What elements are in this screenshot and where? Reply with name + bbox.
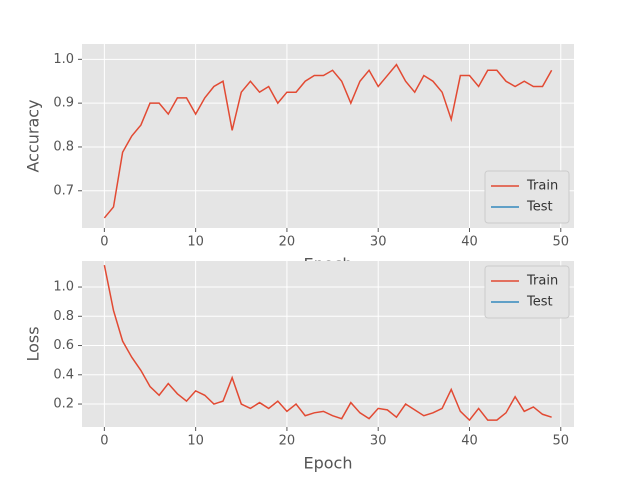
x-tick-label: 10 xyxy=(187,434,204,449)
legend-box xyxy=(484,265,570,319)
legend-label: Train xyxy=(526,179,558,194)
y-tick-label: 1.0 xyxy=(53,280,74,295)
x-tick-label: 50 xyxy=(552,434,569,449)
y-tick-label: 0.9 xyxy=(53,96,74,111)
x-tick-label: 20 xyxy=(279,434,296,449)
data-line xyxy=(103,264,552,422)
x-tick-label: 30 xyxy=(370,434,387,449)
legend: Train Test xyxy=(484,265,570,319)
legend-box xyxy=(484,170,570,224)
x-tick-label: 0 xyxy=(100,235,108,250)
y-tick-label: 0.7 xyxy=(53,183,74,198)
x-axis-label: Epoch xyxy=(304,454,353,473)
data-line xyxy=(103,63,553,219)
y-tick-label: 0.4 xyxy=(53,367,74,382)
y-axis-label: Accuracy xyxy=(24,99,43,172)
x-tick-label: 10 xyxy=(187,235,204,250)
x-tick-label: 0 xyxy=(100,434,108,449)
legend-label: Train xyxy=(526,274,558,289)
y-axis-label: Loss xyxy=(24,326,43,361)
x-tick-label: 30 xyxy=(370,235,387,250)
x-tick-label: 50 xyxy=(552,235,569,250)
x-tick-label: 40 xyxy=(461,434,478,449)
y-tick-label: 0.8 xyxy=(53,139,74,154)
legend-label: Test xyxy=(526,295,553,310)
legend-label: Test xyxy=(526,200,553,215)
x-tick-label: 40 xyxy=(461,235,478,250)
axes: 0.70.80.91.001020304050EpochAccuracyTrai… xyxy=(24,44,574,274)
y-tick-label: 0.6 xyxy=(53,338,74,353)
x-tick-label: 20 xyxy=(279,235,296,250)
y-tick-label: 0.8 xyxy=(53,309,74,324)
axes: 0.2 0.4 0.6 0.8 1.0 0 10 20 30 40 50 Epoch Loss Train… xyxy=(24,261,574,473)
legend: Train Test xyxy=(484,170,570,224)
y-tick-label: 0.2 xyxy=(53,397,74,412)
y-tick-label: 1.0 xyxy=(53,52,74,67)
